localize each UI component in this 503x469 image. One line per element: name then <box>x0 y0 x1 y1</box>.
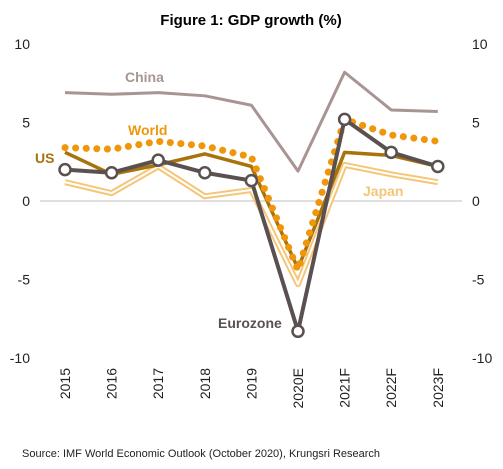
y-tick-label-right: 0 <box>472 193 480 209</box>
series-label-china: China <box>125 69 164 85</box>
series-line-eurozone <box>64 117 439 334</box>
y-tick-label-right: 5 <box>472 115 480 131</box>
series-point-eurozone <box>151 153 165 167</box>
left-y-axis: 10 5 0 -5 -10 <box>10 36 30 366</box>
x-tick-label: 2021F <box>337 368 353 408</box>
series-line-china <box>64 70 438 173</box>
y-tick-label-right: -5 <box>472 272 485 288</box>
x-tick-label: 2022F <box>383 368 399 408</box>
series-line-us <box>64 150 439 271</box>
series-point-eurozone <box>384 145 398 160</box>
series-label-eurozone: Eurozone <box>218 315 282 331</box>
y-tick-label-left: 0 <box>22 193 30 209</box>
series-point-eurozone <box>431 159 445 174</box>
series-point-eurozone <box>337 112 352 127</box>
y-tick-label-left: -5 <box>18 272 31 288</box>
x-tick-label: 2017 <box>150 368 166 399</box>
series-point-eurozone <box>291 324 305 339</box>
x-tick-label: 2016 <box>104 368 120 399</box>
series-layer <box>58 70 445 339</box>
x-tick-label: 2015 <box>57 368 73 399</box>
y-tick-label-left: 10 <box>14 36 30 52</box>
series-labels: China World US Japan Eurozone <box>35 69 403 331</box>
series-point-eurozone <box>58 162 72 177</box>
series-label-world: World <box>128 122 167 138</box>
x-tick-label: 2019 <box>243 368 259 399</box>
series-label-us: US <box>35 150 54 166</box>
x-tick-label: 2020E <box>290 368 306 408</box>
source-note: Source: IMF World Economic Outlook (Octo… <box>22 448 380 460</box>
series-point-eurozone <box>244 173 259 188</box>
series-line-world <box>61 114 442 281</box>
x-axis: 2015 2016 2017 2018 2019 2020E 2021F 2022F 2023F <box>57 368 446 409</box>
y-tick-label-right: 10 <box>472 36 488 52</box>
x-tick-label: 2023F <box>430 368 446 408</box>
y-tick-label-left: -10 <box>10 350 30 366</box>
x-tick-label: 2018 <box>197 368 213 399</box>
series-label-japan: Japan <box>363 183 403 199</box>
series-point-eurozone <box>198 165 212 180</box>
y-tick-label-left: 5 <box>22 115 30 131</box>
y-tick-label-right: -10 <box>472 350 492 366</box>
right-y-axis: 10 5 0 -5 -10 <box>472 36 492 366</box>
chart-title: Figure 1: GDP growth (%) <box>160 12 341 29</box>
series-point-eurozone <box>104 165 119 180</box>
series-line-japan-inner <box>64 163 438 286</box>
